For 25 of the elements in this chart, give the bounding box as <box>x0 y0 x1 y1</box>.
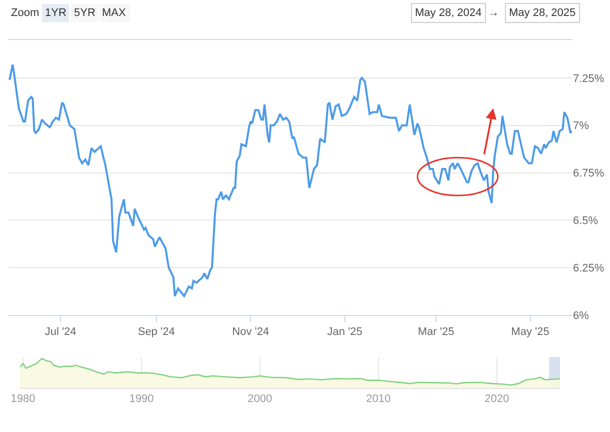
y-tick-label: 6.75% <box>573 168 604 180</box>
x-tick-label: Sep '24 <box>138 326 175 338</box>
text: 1YR <box>45 7 66 19</box>
x-tick-label: 2010 <box>366 393 391 406</box>
text: → <box>488 7 499 19</box>
line-series <box>8 64 572 298</box>
text: 5YR <box>74 7 96 19</box>
y-tick-label: 7.25% <box>573 72 604 85</box>
y-tick-label: 7% <box>573 120 590 132</box>
text: May 28, 2024 <box>415 7 482 19</box>
y-tick-label: 6% <box>573 310 590 322</box>
x-tick-label: Mar '25 <box>418 326 454 338</box>
x-tick-label: 1980 <box>10 393 36 406</box>
y-tick-label: 6.5% <box>573 215 598 228</box>
text: May 28, 2025 <box>509 7 576 19</box>
text: MAX <box>102 7 126 19</box>
x-tick-label: 1990 <box>129 393 154 406</box>
x-tick-label: 2020 <box>484 393 510 406</box>
x-tick-label: Jan '25 <box>327 326 362 338</box>
y-tick-label: 6.25% <box>573 262 604 274</box>
x-tick-label: 2000 <box>248 393 272 406</box>
x-tick-label: Jul '24 <box>44 326 76 338</box>
x-tick-label: May '25 <box>511 326 550 338</box>
x-tick-label: Nov '24 <box>232 326 270 338</box>
text: Zoom <box>11 7 40 19</box>
